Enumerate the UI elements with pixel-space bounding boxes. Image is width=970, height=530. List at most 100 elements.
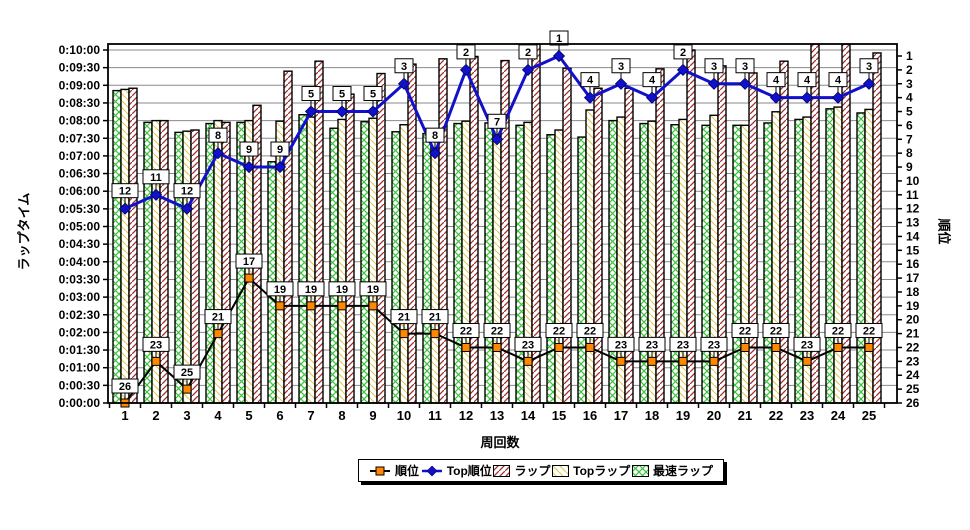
top-rank-label: 5	[339, 89, 345, 101]
rank-tick-label: 23	[906, 354, 920, 368]
legend-label: ラップ	[514, 464, 551, 478]
top-rank-label-box	[487, 113, 507, 129]
rank-label-box	[855, 322, 883, 338]
rank-label-box	[142, 336, 170, 352]
rank-label-box	[576, 322, 604, 338]
lap-tick-label: 18	[645, 408, 659, 423]
rank-marker	[213, 329, 223, 339]
top-rank-marker	[459, 63, 473, 76]
rank-label-box	[297, 281, 325, 297]
top-rank-marker	[738, 77, 752, 90]
top-rank-label-box	[173, 183, 201, 199]
bar-lap	[221, 121, 231, 404]
rank-label: 21	[398, 312, 410, 324]
top-rank-label: 12	[119, 186, 131, 198]
lap-tick-label: 16	[583, 408, 597, 423]
rank-label-box	[483, 322, 511, 338]
bar-top-lap	[337, 118, 347, 404]
time-tick-label: 0:06:00	[59, 184, 101, 198]
lap-tick-label: 8	[338, 408, 345, 423]
bar-lap	[593, 87, 603, 404]
rank-marker	[678, 356, 688, 366]
top-rank-label-box	[425, 127, 445, 143]
bar-top-lap	[120, 88, 130, 404]
top-rank-marker	[428, 147, 442, 160]
bar-top-lap	[492, 119, 502, 404]
rank-marker	[430, 329, 440, 339]
rank-marker	[802, 356, 812, 366]
legend-label: Topラップ	[573, 464, 631, 478]
bar-lap	[562, 67, 572, 404]
top-rank-label: 2	[463, 47, 469, 59]
bar-top-lap	[771, 111, 781, 404]
top-rank-label: 1	[556, 33, 562, 45]
bar-fastest-lap	[732, 124, 742, 404]
lap-tick-label: 20	[707, 408, 721, 423]
lap-tick-label: 4	[214, 408, 222, 423]
top-rank-label-box	[642, 72, 662, 88]
bar-top-lap	[585, 109, 595, 404]
rank-label: 22	[739, 325, 751, 337]
rank-label: 17	[243, 256, 255, 268]
time-tick-label: 0:04:30	[59, 237, 101, 251]
top-rank-label-box	[301, 86, 321, 102]
rank-marker	[709, 356, 719, 366]
time-tick-label: 0:04:00	[59, 255, 101, 269]
legend-item-lap: ラップ	[493, 462, 550, 479]
plot-frame	[107, 43, 898, 404]
lap-tick-label: 1	[121, 408, 128, 423]
bar-top-lap	[399, 124, 409, 404]
lap-tick-label: 9	[369, 408, 376, 423]
rank-marker	[864, 342, 874, 352]
bar-fastest-lap	[329, 127, 339, 404]
rank-label: 22	[553, 325, 565, 337]
top-rank-marker	[831, 91, 845, 104]
bar-lap	[655, 68, 665, 404]
rank-tick-label: 2	[906, 63, 913, 77]
top-rank-marker	[645, 91, 659, 104]
bar-lap	[717, 65, 727, 404]
top-rank-label-box	[549, 30, 569, 46]
top-rank-label: 9	[246, 144, 252, 156]
rank-tick-label: 17	[906, 271, 920, 285]
lap-tick-label: 24	[831, 408, 846, 423]
time-tick-label: 0:06:30	[59, 167, 101, 181]
bar-lap	[872, 52, 882, 404]
bar-fastest-lap	[143, 121, 153, 404]
lap-tick-label: 2	[152, 408, 159, 423]
bar-fastest-lap	[794, 118, 804, 404]
top-rank-marker	[149, 188, 163, 201]
rank-tick-label: 5	[906, 105, 913, 119]
rank-tick-label: 7	[906, 132, 913, 146]
time-tick-label: 0:07:30	[59, 131, 101, 145]
top-rank-label-box	[270, 141, 290, 157]
time-tick-label: 0:10:00	[59, 43, 101, 57]
lap-swatch-icon	[493, 464, 511, 477]
bar-fastest-lap	[422, 132, 432, 404]
rank-label: 23	[150, 339, 162, 351]
lap-tick-label: 22	[769, 408, 783, 423]
rank-tick-label: 19	[906, 299, 920, 313]
legend-item-fastest-lap: 最速ラップ	[631, 462, 713, 479]
bar-top-lap	[430, 129, 440, 404]
top-rank-marker	[211, 147, 225, 160]
rank-label-box	[669, 336, 697, 352]
rank-label: 23	[522, 339, 534, 351]
top-rank-label: 8	[432, 130, 438, 142]
rank-label-box	[328, 281, 356, 297]
y-axis-title-right: 順位	[936, 218, 952, 245]
top-rank-label-box	[766, 72, 786, 88]
top-rank-label: 5	[308, 89, 314, 101]
bar-top-lap	[213, 119, 223, 404]
rank-tick-label: 10	[906, 174, 920, 188]
top-rank-label: 3	[742, 61, 748, 73]
rank-label: 23	[646, 339, 658, 351]
time-tick-label: 0:02:00	[59, 325, 101, 339]
top-rank-label: 7	[494, 116, 500, 128]
top-rank-label: 3	[618, 61, 624, 73]
rank-tick-label: 1	[906, 49, 913, 63]
top-rank-marker-icon	[421, 465, 442, 476]
rank-label: 25	[181, 367, 193, 379]
top-rank-marker	[552, 49, 566, 63]
bar-lap	[376, 72, 386, 404]
